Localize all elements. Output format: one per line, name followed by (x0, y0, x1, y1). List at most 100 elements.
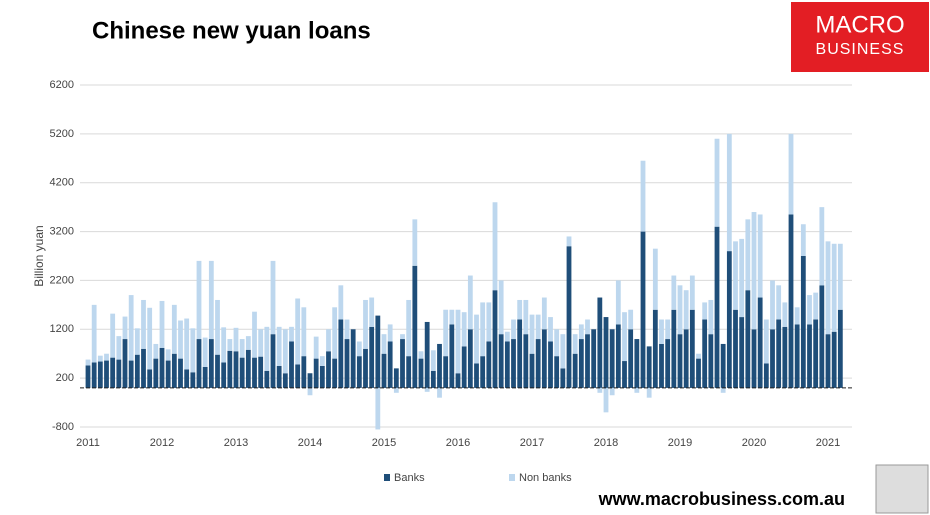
x-tick-label: 2016 (446, 437, 470, 449)
bar-segment (702, 319, 708, 388)
bar-segment (498, 280, 504, 335)
bar-segment (751, 212, 757, 330)
bar-segment (831, 243, 837, 332)
bar-segment (597, 297, 603, 388)
bar-segment (591, 329, 597, 388)
bar-segment (708, 299, 714, 335)
bar-segment (227, 350, 233, 388)
bar-segment (190, 372, 196, 388)
bar-segment (455, 309, 461, 374)
y-tick-label: 5200 (50, 128, 74, 140)
bar-segment (554, 356, 560, 388)
bar-segment (560, 334, 566, 369)
bar-segment (603, 387, 609, 413)
bar-segment (245, 349, 251, 388)
bar-segment (239, 357, 245, 388)
bar-segment (665, 339, 671, 388)
bar-segment (239, 339, 245, 358)
bar-segment (400, 334, 405, 340)
bar-segment (178, 358, 183, 388)
bar-segment (541, 297, 547, 330)
bar-segment (689, 275, 695, 310)
x-tick-label: 2011 (76, 437, 100, 449)
bar-segment (165, 360, 171, 388)
legend-swatch (509, 474, 515, 481)
bar-segment (560, 368, 566, 388)
bar-segment (313, 358, 319, 388)
bar-segment (332, 307, 338, 359)
bar-segment (258, 356, 264, 388)
bar-segment (733, 241, 738, 310)
bar-segment (659, 319, 664, 344)
bar-segment (831, 331, 837, 388)
bar-segment (800, 224, 806, 256)
bar-segment (301, 356, 307, 388)
bar-segment (776, 319, 782, 388)
bar-segment (122, 316, 128, 340)
bar-segment (615, 324, 621, 388)
bar-segment (455, 373, 461, 388)
bar-segment (646, 346, 652, 388)
chart-title: Chinese new yuan loans (92, 17, 371, 44)
bar-segment (91, 304, 97, 363)
bar-segment (270, 260, 276, 335)
bar-segment (825, 334, 831, 388)
bar-segment (461, 312, 467, 347)
bar-segment (683, 290, 689, 330)
bar-segment (603, 317, 609, 388)
bar-segment (461, 346, 467, 388)
bar-segment (720, 343, 726, 388)
bar-segment (147, 307, 153, 370)
bar-segment (356, 341, 362, 357)
bar-segment (782, 326, 788, 388)
mascot-image (875, 464, 929, 514)
bar-segment (184, 369, 190, 388)
bar-segment (529, 314, 535, 354)
bar-segment (554, 329, 560, 357)
bar-segment (233, 327, 239, 352)
bar-segment (295, 364, 301, 388)
bar-segment (387, 324, 393, 342)
legend-swatch (384, 474, 390, 481)
bar-segment (739, 317, 745, 388)
bar-segment (714, 138, 720, 227)
bar-segment (430, 350, 436, 371)
bar-segment (406, 299, 412, 357)
bar-segment (282, 329, 288, 374)
bar-segment (443, 309, 449, 357)
bar-segment (406, 356, 412, 388)
y-tick-label: 4200 (50, 177, 74, 189)
bar-segment (770, 329, 775, 388)
bar-segment (178, 320, 183, 359)
bar-segment (504, 341, 510, 388)
bar-segment (190, 328, 196, 373)
bar-segment (400, 339, 405, 388)
bar-segment (609, 329, 615, 388)
bar-segment (622, 361, 627, 388)
bar-segment (726, 251, 732, 388)
bar-segment (640, 160, 646, 232)
bar-segment (535, 314, 541, 340)
bar-segment (708, 334, 714, 388)
bar-segment (91, 362, 97, 388)
bar-segment (171, 353, 177, 388)
bar-segment (326, 351, 331, 388)
y-axis-label: Billion yuan (32, 225, 46, 286)
bar-segment (745, 219, 751, 291)
bar-segment (104, 360, 109, 388)
bar-segment (486, 302, 492, 342)
bar-segment (498, 334, 504, 388)
bar-segment (196, 260, 202, 340)
bar-segment (819, 207, 825, 286)
bar-segment (813, 319, 819, 388)
bar-segment (141, 299, 146, 349)
bar-segment (794, 307, 800, 325)
bar-segment (541, 329, 547, 388)
y-tick-label: 200 (56, 372, 74, 384)
bar-segment (467, 329, 473, 388)
bar-segment (221, 362, 227, 388)
bar-segment (535, 339, 541, 388)
bar-segment (511, 339, 516, 388)
bar-segment (578, 324, 584, 340)
